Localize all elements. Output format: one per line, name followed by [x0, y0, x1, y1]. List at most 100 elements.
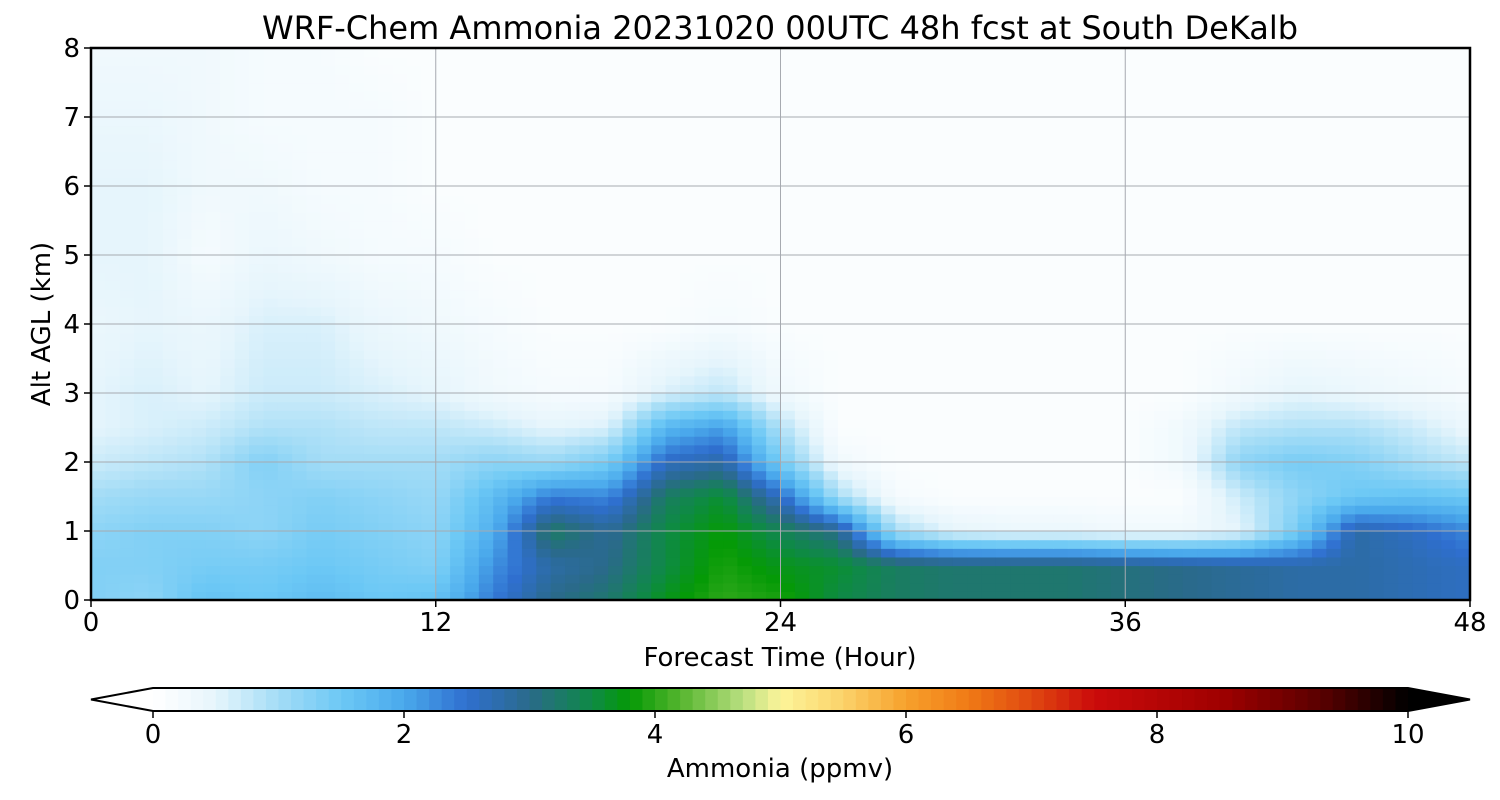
heatmap-cell — [320, 384, 336, 394]
heatmap-cell — [823, 565, 839, 575]
heatmap-cell — [292, 151, 308, 161]
heatmap-cell — [249, 229, 264, 239]
heatmap-cell — [1211, 211, 1227, 222]
heatmap-cell — [1254, 582, 1270, 592]
heatmap-cell — [435, 332, 451, 342]
heatmap-cell — [421, 470, 437, 480]
heatmap-cell — [837, 470, 853, 480]
heatmap-cell — [809, 574, 825, 584]
heatmap-cell — [866, 289, 882, 299]
heatmap-cell — [335, 401, 351, 411]
heatmap-cell — [636, 349, 652, 360]
heatmap-cell — [220, 160, 236, 170]
heatmap-cell — [1082, 487, 1098, 498]
heatmap-cell — [363, 505, 379, 515]
heatmap-cell — [335, 177, 351, 187]
heatmap-cell — [363, 453, 379, 463]
heatmap-cell — [708, 298, 724, 308]
heatmap-cell — [1110, 289, 1126, 299]
heatmap-cell — [1225, 418, 1241, 429]
heatmap-cell — [134, 427, 150, 437]
heatmap-cell — [1197, 306, 1213, 316]
heatmap-cell — [1297, 393, 1313, 403]
heatmap-cell — [450, 470, 466, 480]
heatmap-cell — [895, 418, 911, 429]
heatmap-cell — [249, 436, 264, 446]
heatmap-cell — [1254, 263, 1270, 273]
heatmap-cell — [478, 280, 494, 291]
heatmap-cell — [550, 306, 566, 316]
heatmap-cell — [277, 298, 293, 308]
heatmap-cell — [349, 272, 365, 282]
heatmap-cell — [349, 246, 365, 256]
heatmap-cell — [407, 470, 422, 480]
heatmap-cell — [794, 531, 810, 541]
heatmap-cell — [1153, 272, 1169, 282]
heatmap-cell — [1455, 306, 1470, 316]
heatmap-cell — [493, 151, 509, 161]
heatmap-cell — [1441, 220, 1457, 230]
heatmap-cell — [421, 272, 437, 282]
heatmap-cell — [407, 444, 422, 454]
heatmap-cell — [1455, 246, 1470, 256]
heatmap-cell — [435, 186, 451, 196]
heatmap-cell — [809, 462, 825, 472]
heatmap-cell — [1326, 470, 1342, 480]
heatmap-cell — [1311, 418, 1327, 429]
heatmap-cell — [1268, 574, 1284, 584]
heatmap-cell — [220, 513, 236, 523]
heatmap-cell — [478, 211, 494, 222]
heatmap-cell — [1082, 531, 1098, 541]
heatmap-cell — [1139, 211, 1155, 222]
heatmap-cell — [751, 410, 767, 420]
heatmap-cell — [837, 255, 853, 265]
heatmap-cell — [1082, 513, 1098, 523]
heatmap-cell — [1053, 565, 1069, 575]
heatmap-cell — [320, 160, 336, 170]
heatmap-cell — [478, 289, 494, 299]
heatmap-cell — [608, 151, 624, 161]
heatmap-cell — [1297, 470, 1313, 480]
heatmap-cell — [1139, 315, 1155, 325]
heatmap-cell — [421, 565, 437, 575]
heatmap-cell — [1240, 522, 1256, 532]
heatmap-cell — [967, 574, 983, 584]
heatmap-cell — [191, 548, 207, 558]
heatmap-cell — [392, 332, 408, 342]
heatmap-cell — [823, 531, 839, 541]
heatmap-cell — [1110, 479, 1126, 489]
heatmap-cell — [1369, 194, 1385, 204]
heatmap-cell — [852, 436, 868, 446]
heatmap-cell — [1153, 246, 1169, 256]
heatmap-cell — [1053, 306, 1069, 316]
heatmap-cell — [1412, 574, 1428, 584]
heatmap-cell — [134, 487, 150, 498]
heatmap-cell — [478, 220, 494, 230]
heatmap-cell — [464, 384, 480, 394]
heatmap-cell — [1268, 453, 1284, 463]
heatmap-cell — [1125, 384, 1141, 394]
heatmap-cell — [1455, 315, 1470, 325]
heatmap-cell — [1010, 211, 1026, 222]
heatmap-cell — [507, 315, 523, 325]
heatmap-cell — [766, 341, 782, 351]
heatmap-cell — [895, 177, 911, 187]
heatmap-cell — [723, 186, 738, 196]
heatmap-cell — [1426, 582, 1442, 592]
heatmap-cell — [694, 263, 710, 273]
heatmap-cell — [737, 531, 753, 541]
heatmap-cell — [809, 393, 825, 403]
heatmap-cell — [952, 591, 968, 600]
heatmap-cell — [866, 263, 882, 273]
heatmap-cell — [881, 220, 897, 230]
heatmap-cell — [363, 160, 379, 170]
heatmap-cell — [866, 160, 882, 170]
heatmap-cell — [177, 418, 193, 429]
heatmap-cell — [1254, 289, 1270, 299]
heatmap-cell — [1383, 324, 1399, 334]
heatmap-cell — [780, 237, 796, 247]
heatmap-cell — [708, 513, 724, 523]
heatmap-cell — [177, 177, 193, 187]
heatmap-cell — [1441, 522, 1457, 532]
heatmap-cell — [665, 229, 681, 239]
